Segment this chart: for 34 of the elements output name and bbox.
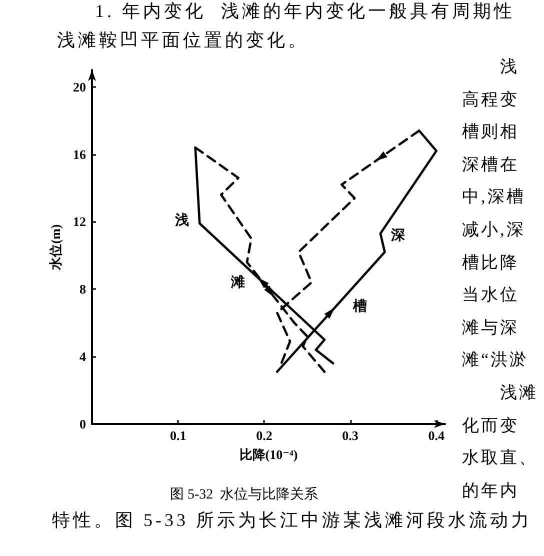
text: 减小,深 [462,220,526,240]
text: 浅滩鞍凹平面位置的变化。 [57,30,309,52]
text: 图 5-32 水位与比降关系 [170,486,318,502]
text: 当水位 [462,285,519,306]
y-tick-label: 0 [80,416,86,432]
text: 的年内 [462,480,519,502]
text: 深槽在 [462,154,519,176]
text: 滩“洪淤 [462,350,529,371]
x-tick-label: 0.1 [170,428,186,443]
annotation: 浅 [175,214,189,230]
text: 高程变 [462,90,519,110]
text: 水取直、 [462,448,538,469]
x-axis-title: 比降(10⁻⁴) [239,447,298,462]
text: 槽则相 [462,122,519,143]
annotation: 深 [391,228,405,246]
annotation: 滩 [231,276,245,292]
text: 滩与深 [462,318,519,338]
text: 特性。图 5-33 所示为长江中游某浅滩河段水流动力 [52,510,532,532]
text: 中,深槽 [462,187,526,208]
y-tick-label: 8 [80,282,86,297]
x-tick-label: 0.4 [428,428,446,443]
y-tick-label: 4 [80,349,86,364]
x-tick-label: 0.3 [342,428,359,443]
text: 槽比降 [462,252,519,273]
y-tick-label: 12 [73,214,86,230]
y-axis-title: 水位(m) [48,224,64,271]
text: 化而变 [462,416,519,436]
x-tick-label: 0.2 [256,428,272,443]
annotation: 槽 [353,300,367,316]
y-tick-label: 20 [73,79,86,94]
text: 浅滩 [500,383,538,404]
y-tick-label: 16 [73,146,86,162]
text: 1. 年内变化 浅滩的年内变化一般具有周期性 [95,1,515,23]
text: 浅 [500,57,519,78]
